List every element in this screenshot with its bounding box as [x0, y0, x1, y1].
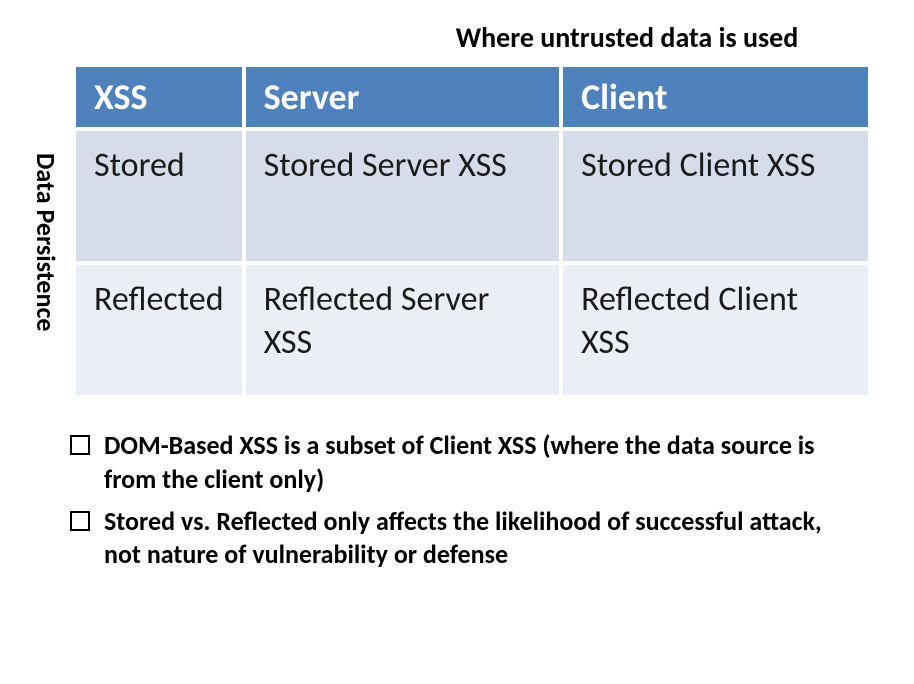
col-header-xss: XSS [76, 67, 242, 127]
bullet-text: DOM-Based XSS is a subset of Client XSS … [104, 429, 864, 497]
col-header-server: Server [246, 67, 560, 127]
xss-table: XSS Server Client Stored Stored Server X… [72, 63, 872, 399]
cell-stored-client: Stored Client XSS [563, 131, 868, 261]
table-area: Data Persistence XSS Server Client Store… [30, 63, 884, 399]
bullet-text: Stored vs. Reflected only affects the li… [104, 505, 864, 573]
checkbox-icon [70, 435, 90, 455]
cell-stored-server: Stored Server XSS [246, 131, 560, 261]
cell-reflected-client: Reflected Client XSS [563, 265, 868, 395]
row-label-reflected: Reflected [76, 265, 242, 395]
bullet-list: DOM-Based XSS is a subset of Client XSS … [70, 429, 864, 572]
table-row: Stored Stored Server XSS Stored Client X… [76, 131, 868, 261]
col-header-client: Client [563, 67, 868, 127]
top-axis-label: Where untrusted data is used [370, 20, 884, 55]
list-item: DOM-Based XSS is a subset of Client XSS … [70, 429, 864, 497]
list-item: Stored vs. Reflected only affects the li… [70, 505, 864, 573]
cell-reflected-server: Reflected Server XSS [246, 265, 560, 395]
checkbox-icon [70, 511, 90, 531]
table-header-row: XSS Server Client [76, 67, 868, 127]
row-label-stored: Stored [76, 131, 242, 261]
table-row: Reflected Reflected Server XSS Reflected… [76, 265, 868, 395]
side-axis-label: Data Persistence [30, 63, 72, 331]
